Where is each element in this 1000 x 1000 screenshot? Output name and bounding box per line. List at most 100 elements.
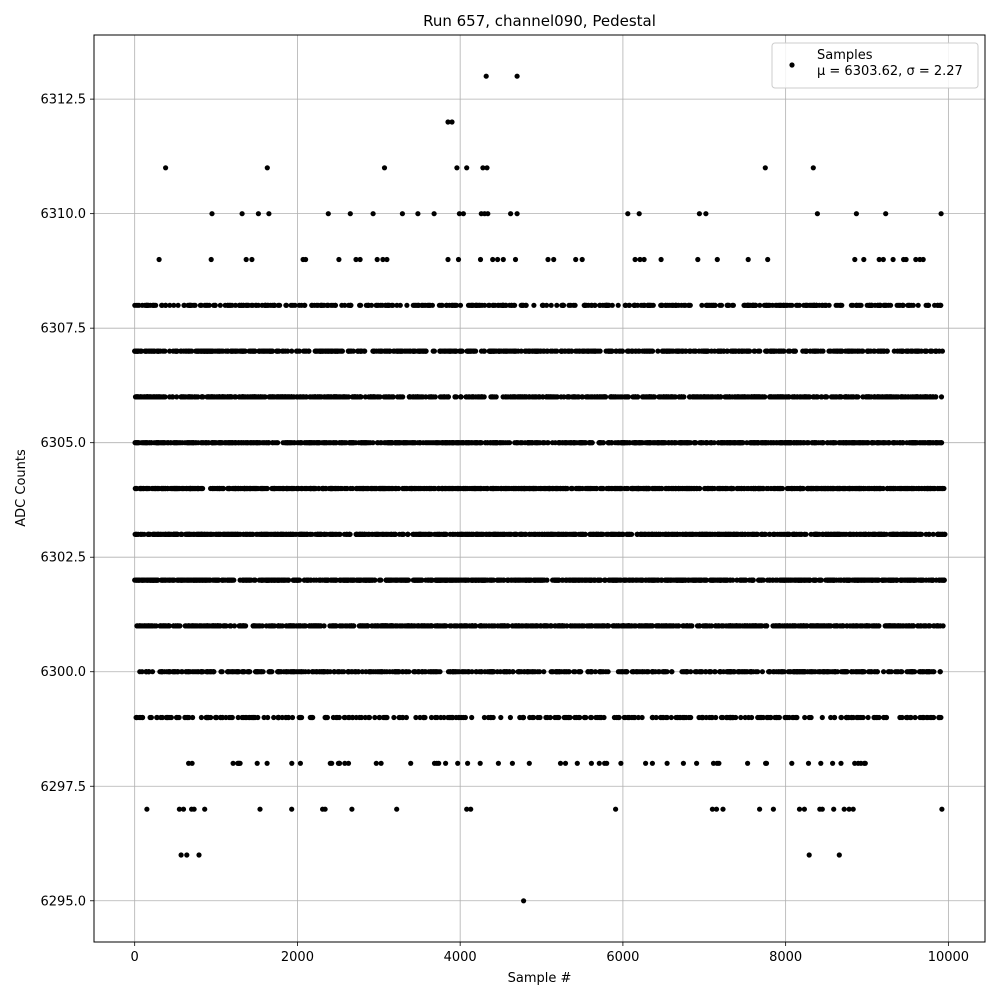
data-point: [266, 440, 272, 446]
data-point: [687, 348, 694, 354]
data-point: [504, 348, 510, 354]
data-point: [759, 440, 765, 446]
data-point: [486, 531, 492, 537]
data-point: [927, 348, 933, 354]
data-point: [553, 485, 559, 492]
data-point: [753, 394, 759, 400]
data-point: [306, 485, 312, 492]
data-point: [492, 302, 498, 308]
data-point: [238, 302, 244, 308]
data-point: [544, 348, 551, 354]
data-point: [531, 302, 537, 308]
data-point: [493, 531, 499, 537]
data-point: [730, 348, 736, 354]
data-point: [582, 440, 588, 446]
data-point: [715, 485, 721, 492]
data-point: [703, 440, 709, 446]
data-point: [374, 531, 380, 537]
data-point: [350, 440, 356, 446]
data-point: [518, 440, 524, 446]
data-point: [500, 302, 506, 308]
data-point: [854, 348, 860, 354]
data-point: [411, 302, 418, 308]
data-point: [241, 394, 247, 400]
data-point: [264, 485, 270, 492]
data-point: [681, 302, 687, 308]
data-point: [332, 348, 338, 354]
data-point: [793, 440, 799, 446]
data-point: [328, 302, 334, 308]
data-point: [537, 348, 543, 354]
data-point: [138, 485, 144, 492]
data-point: [354, 485, 360, 492]
data-point: [568, 440, 574, 446]
data-point: [915, 348, 921, 354]
data-point: [234, 531, 240, 537]
data-point: [402, 440, 408, 446]
data-point: [472, 485, 478, 492]
data-point: [763, 302, 769, 308]
data-point: [710, 394, 716, 400]
data-point: [935, 531, 941, 537]
data-point: [915, 394, 921, 400]
data-point: [559, 302, 565, 308]
data-point: [775, 394, 781, 400]
data-point: [278, 394, 284, 400]
data-point: [429, 440, 435, 446]
data-point: [307, 531, 313, 537]
data-point: [586, 348, 592, 354]
data-point: [309, 302, 315, 308]
data-point: [174, 531, 180, 537]
data-point: [798, 440, 804, 446]
data-point: [490, 440, 496, 446]
data-point: [357, 302, 363, 308]
data-point: [134, 348, 140, 354]
data-point: [270, 485, 276, 492]
data-point: [216, 394, 222, 400]
data-point: [708, 440, 715, 446]
data-point: [590, 531, 596, 537]
data-point: [749, 440, 756, 446]
data-point: [296, 348, 302, 354]
data-point: [341, 394, 347, 400]
data-point: [434, 531, 440, 537]
data-point: [274, 440, 280, 446]
data-point: [269, 302, 275, 308]
data-point: [512, 440, 518, 446]
data-point: [288, 394, 294, 400]
data-point: [390, 302, 396, 308]
data-point: [398, 394, 404, 400]
data-point: [900, 302, 906, 308]
data-point: [669, 531, 675, 537]
data-point: [160, 485, 166, 492]
data-point: [195, 531, 201, 537]
data-point: [441, 394, 447, 400]
data-point: [517, 531, 524, 537]
data-point: [584, 394, 590, 400]
data-point: [253, 440, 259, 446]
data-point: [722, 394, 728, 400]
data-point: [190, 485, 196, 492]
data-point: [216, 348, 222, 354]
data-point: [905, 394, 911, 400]
data-point: [509, 394, 515, 400]
data-point: [817, 485, 823, 492]
data-point: [674, 302, 680, 308]
data-point: [616, 440, 622, 446]
data-point: [857, 531, 863, 537]
data-point: [321, 302, 327, 308]
data-point: [428, 394, 434, 400]
data-point: [781, 394, 787, 400]
data-point: [704, 302, 710, 308]
data-point: [522, 531, 528, 537]
data-point: [532, 440, 538, 446]
data-point: [253, 485, 259, 492]
data-point: [763, 348, 769, 354]
data-point: [280, 440, 286, 446]
data-point: [679, 440, 685, 446]
data-point: [192, 394, 198, 400]
data-point: [340, 440, 346, 446]
data-point: [787, 485, 793, 492]
data-point: [871, 531, 877, 537]
data-point: [822, 485, 829, 492]
